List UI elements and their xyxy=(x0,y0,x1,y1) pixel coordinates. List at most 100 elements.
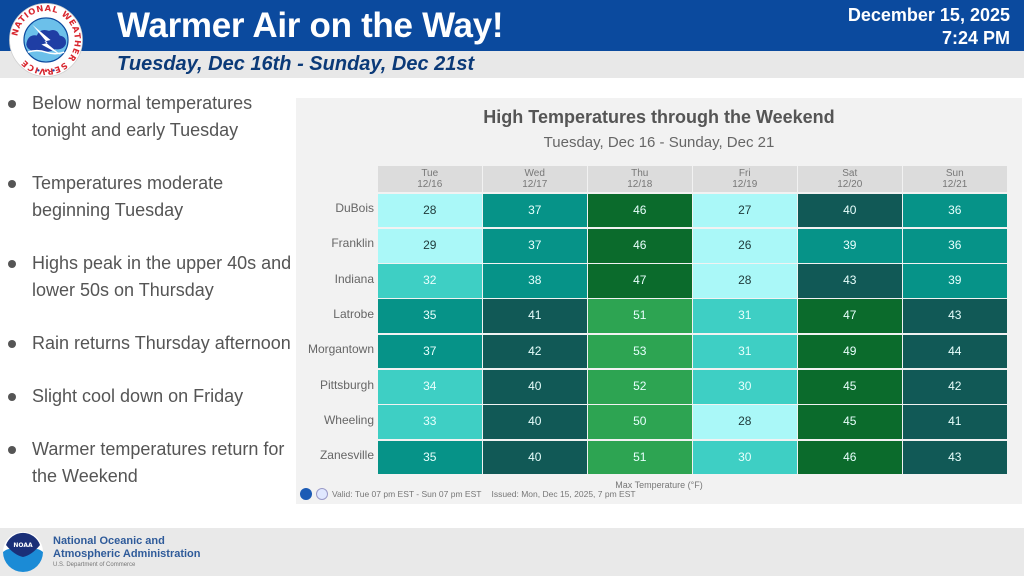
bullet-item: Warmer temperatures return for the Weeke… xyxy=(8,436,293,490)
heatmap-cell: 28 xyxy=(693,264,797,298)
heatmap-cell: 37 xyxy=(378,334,482,369)
date-range-subtitle: Tuesday, Dec 16th - Sunday, Dec 21st xyxy=(117,53,475,75)
heatmap-cell: 27 xyxy=(693,193,797,228)
heatmap-cell: 46 xyxy=(588,193,692,228)
heatmap-cell: 51 xyxy=(588,440,692,475)
row-label: Morgantown xyxy=(307,342,374,357)
heatmap-cell: 41 xyxy=(483,299,587,334)
heatmap-cell: 29 xyxy=(378,228,482,263)
bullet-dot-icon xyxy=(8,446,16,454)
bullet-item: Below normal temperatures tonight and ea… xyxy=(8,90,293,144)
heatmap-cell: 43 xyxy=(798,264,902,298)
bullet-list: Below normal temperatures tonight and ea… xyxy=(8,90,293,516)
heatmap-cell: 37 xyxy=(483,228,587,263)
heatmap-cell: 41 xyxy=(903,405,1007,440)
column-day: Thu xyxy=(631,168,649,179)
bullet-dot-icon xyxy=(8,260,16,268)
heatmap-cell: 52 xyxy=(588,370,692,404)
column-date: 12/20 xyxy=(837,179,863,190)
valid-text: Valid: Tue 07 pm EST - Sun 07 pm EST xyxy=(332,489,482,499)
bullet-item: Temperatures moderate beginning Tuesday xyxy=(8,170,293,224)
department-name: U.S. Department of Commerce xyxy=(53,562,136,568)
page-title: Warmer Air on the Way! xyxy=(117,6,504,45)
nws-mini-icon xyxy=(316,488,328,500)
bullet-item: Rain returns Thursday afternoon xyxy=(8,330,293,357)
column-header: Sun 12/21 xyxy=(903,166,1007,192)
bullet-text: Highs peak in the upper 40s and lower 50… xyxy=(32,253,292,300)
issue-time: 7:24 PM xyxy=(941,28,1010,48)
heatmap-cell: 31 xyxy=(693,299,797,334)
row-label: Zanesville xyxy=(319,448,374,463)
bullet-item: Slight cool down on Friday xyxy=(8,383,293,410)
svg-text:★: ★ xyxy=(43,68,48,75)
heatmap-cell: 35 xyxy=(378,299,482,334)
noaa-footer: NOAA National Oceanic and Atmospheric Ad… xyxy=(0,528,1024,576)
column-day: Fri xyxy=(738,168,751,179)
bullet-dot-icon xyxy=(8,393,16,401)
column-header: Wed 12/17 xyxy=(483,166,587,192)
column-header: Thu 12/18 xyxy=(588,166,692,192)
heatmap-cell: 50 xyxy=(588,405,692,440)
heatmap-cell: 32 xyxy=(378,264,482,298)
bullet-text: Warmer temperatures return for the Weeke… xyxy=(32,439,285,486)
heatmap-cell: 28 xyxy=(378,193,482,228)
issued-text: Issued: Mon, Dec 15, 2025, 7 pm EST xyxy=(491,489,636,499)
heatmap-cell: 44 xyxy=(903,334,1007,369)
heatmap-cell: 40 xyxy=(798,193,902,228)
bullet-item: Highs peak in the upper 40s and lower 50… xyxy=(8,250,293,304)
heatmap-cell: 35 xyxy=(378,440,482,475)
subheader-bar xyxy=(0,51,1024,78)
column-date: 12/16 xyxy=(417,179,443,190)
heatmap-cell: 39 xyxy=(903,264,1007,298)
heatmap-cell: 31 xyxy=(693,334,797,369)
org-name-line2: Atmospheric Administration xyxy=(53,548,201,560)
heatmap-cell: 33 xyxy=(378,405,482,440)
row-label: Latrobe xyxy=(333,306,374,321)
forecast-chart-panel: High Temperatures through the Weekend Tu… xyxy=(296,98,1022,504)
heatmap-cell: 46 xyxy=(588,228,692,263)
column-header: Tue 12/16 xyxy=(378,166,482,192)
bullet-text: Below normal temperatures tonight and ea… xyxy=(32,93,253,140)
chart-subtitle: Tuesday, Dec 16 - Sunday, Dec 21 xyxy=(543,134,775,151)
bullet-dot-icon xyxy=(8,180,16,188)
validity-note: Valid: Tue 07 pm EST - Sun 07 pm EST Iss… xyxy=(300,488,636,500)
heatmap-cell: 40 xyxy=(483,405,587,440)
heatmap-cell: 30 xyxy=(693,370,797,404)
column-day: Tue xyxy=(421,168,439,179)
org-name-line1: National Oceanic and xyxy=(53,535,165,547)
row-label: Pittsburgh xyxy=(319,377,374,392)
heatmap-cell: 40 xyxy=(483,370,587,404)
heatmap-cell: 51 xyxy=(588,299,692,334)
row-label: Wheeling xyxy=(323,412,374,427)
heatmap-cell: 45 xyxy=(798,370,902,404)
column-date: 12/21 xyxy=(942,179,968,190)
column-date: 12/19 xyxy=(732,179,758,190)
noaa-logo-icon: NOAA xyxy=(3,532,43,572)
column-date: 12/18 xyxy=(627,179,653,190)
heatmap-cell: 39 xyxy=(798,228,902,263)
column-header: Fri 12/19 xyxy=(693,166,797,192)
bullet-text: Slight cool down on Friday xyxy=(32,386,244,406)
heatmap-cell: 37 xyxy=(483,193,587,228)
heatmap-cell: 28 xyxy=(693,405,797,440)
column-date: 12/17 xyxy=(522,179,548,190)
heatmap-cell: 46 xyxy=(798,440,902,475)
column-day: Wed xyxy=(524,168,545,179)
heatmap-cell: 26 xyxy=(693,228,797,263)
heatmap-cell: 43 xyxy=(903,299,1007,334)
heatmap-cell: 38 xyxy=(483,264,587,298)
column-header: Sat 12/20 xyxy=(798,166,902,192)
heatmap-cell: 34 xyxy=(378,370,482,404)
column-day: Sat xyxy=(842,168,858,179)
heatmap-cell: 40 xyxy=(483,440,587,475)
nws-logo-icon: NATIONAL WEATHER SERVICE ★ xyxy=(9,3,83,77)
noaa-mini-icon xyxy=(300,488,312,500)
header-bar xyxy=(0,0,1024,51)
issue-datetime: December 15, 2025 7:24 PM xyxy=(848,4,1010,50)
heatmap-cell: 53 xyxy=(588,334,692,369)
heatmap-cell: 36 xyxy=(903,193,1007,228)
bullet-dot-icon xyxy=(8,100,16,108)
bullet-text: Rain returns Thursday afternoon xyxy=(32,333,291,353)
heatmap-cell: 42 xyxy=(483,334,587,369)
chart-title: High Temperatures through the Weekend xyxy=(483,107,835,127)
